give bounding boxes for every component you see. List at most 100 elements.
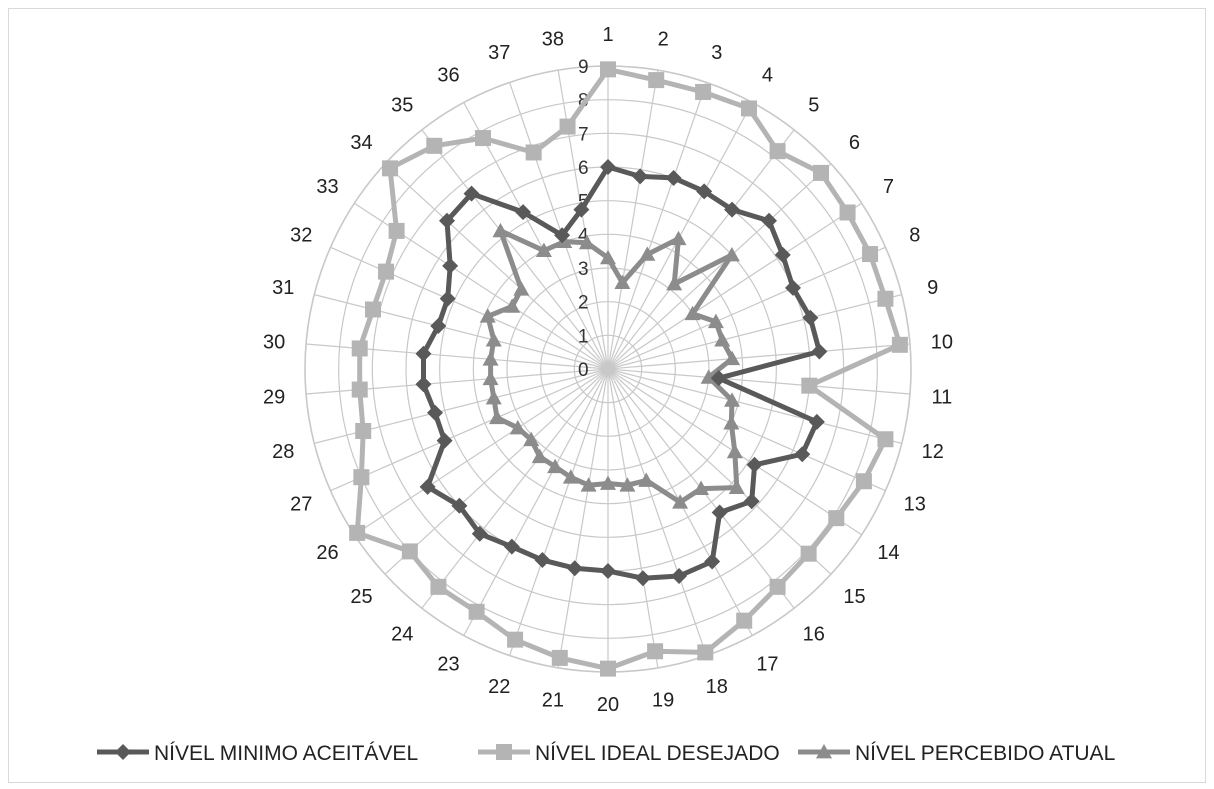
data-point-1-18 — [671, 567, 688, 584]
data-point-3-33 — [504, 298, 521, 313]
category-label-38: 38 — [542, 29, 564, 51]
data-point-3-12 — [724, 392, 741, 407]
legend-item-2: NÍVEL IDEAL DESEJADO — [478, 742, 780, 765]
data-point-2-12 — [877, 431, 894, 448]
data-point-1-8 — [784, 279, 801, 296]
category-label-32: 32 — [290, 224, 312, 246]
data-point-2-25 — [401, 543, 418, 560]
data-point-1-24 — [471, 525, 488, 542]
category-label-24: 24 — [391, 623, 413, 645]
data-point-1-21 — [566, 560, 583, 577]
data-point-3-8 — [707, 313, 724, 329]
data-point-3-24 — [531, 448, 548, 464]
data-point-1-5 — [724, 201, 741, 218]
category-label-27: 27 — [290, 494, 312, 516]
data-point-2-27 — [353, 469, 370, 486]
category-label-19: 19 — [652, 689, 674, 711]
data-point-2-18 — [697, 644, 714, 661]
tick-label-9: 9 — [578, 57, 589, 78]
series-2 — [349, 61, 908, 677]
data-point-3-9 — [714, 332, 731, 347]
tick-label-2: 2 — [578, 293, 589, 314]
spoke-25 — [384, 368, 609, 575]
data-point-2-24 — [430, 578, 447, 595]
data-point-3-34 — [513, 281, 530, 296]
category-label-18: 18 — [706, 676, 728, 698]
series-3 — [479, 222, 745, 509]
data-point-2-33 — [388, 222, 405, 239]
data-point-1-26 — [419, 478, 436, 495]
data-point-3-27 — [489, 409, 506, 425]
data-point-1-35 — [463, 185, 480, 202]
data-point-1-22 — [534, 552, 551, 569]
data-point-2-22 — [507, 631, 524, 648]
data-point-1-29 — [415, 376, 432, 393]
category-label-7: 7 — [883, 176, 894, 198]
data-point-2-29 — [351, 381, 368, 398]
category-label-29: 29 — [263, 387, 285, 409]
data-point-3-1 — [600, 249, 616, 265]
data-point-1-33 — [442, 257, 459, 274]
data-point-1-31 — [430, 318, 447, 335]
data-point-1-36 — [515, 204, 532, 221]
data-point-3-15 — [728, 479, 745, 494]
data-point-1-17 — [704, 553, 721, 570]
data-point-2-38 — [559, 118, 576, 135]
data-point-3-7 — [684, 305, 701, 321]
data-point-2-32 — [378, 263, 395, 280]
category-label-11: 11 — [931, 387, 952, 409]
legend-label: NÍVEL PERCEBIDO ATUAL — [855, 742, 1115, 765]
data-point-2-10 — [891, 336, 908, 353]
legend: NÍVEL MINIMO ACEITÁVEL NÍVEL IDEAL DESEJA… — [97, 742, 1115, 765]
category-label-22: 22 — [488, 676, 510, 698]
data-point-1-10 — [811, 343, 828, 360]
category-label-12: 12 — [922, 441, 944, 463]
spoke-35 — [421, 129, 609, 370]
spoke-6 — [607, 163, 832, 370]
data-point-3-10 — [724, 350, 741, 366]
data-point-2-9 — [877, 290, 894, 307]
category-label-28: 28 — [272, 441, 294, 463]
data-point-3-19 — [619, 477, 636, 492]
category-label-9: 9 — [927, 277, 938, 299]
data-point-2-1 — [600, 61, 616, 78]
radar-spokes — [305, 66, 911, 672]
data-point-1-13 — [794, 446, 811, 463]
tick-label-3: 3 — [578, 259, 589, 280]
category-label-3: 3 — [711, 42, 722, 64]
data-point-2-19 — [647, 643, 664, 660]
data-point-2-8 — [862, 246, 879, 263]
data-point-3-25 — [523, 431, 540, 447]
data-point-1-7 — [774, 246, 791, 263]
spoke-12 — [607, 368, 902, 444]
data-point-3-29 — [482, 370, 499, 386]
category-label-4: 4 — [762, 64, 773, 86]
spoke-11 — [607, 368, 911, 395]
spoke-26 — [354, 368, 609, 536]
category-label-26: 26 — [316, 542, 338, 564]
data-point-1-23 — [503, 538, 520, 555]
data-point-1-15 — [743, 493, 760, 510]
data-point-2-13 — [855, 473, 872, 490]
data-point-3-21 — [580, 477, 597, 492]
spoke-34 — [384, 163, 609, 370]
data-point-1-20 — [600, 563, 616, 579]
category-label-13: 13 — [904, 494, 926, 516]
category-label-35: 35 — [391, 95, 413, 117]
data-point-3-31 — [485, 332, 502, 347]
category-label-2: 2 — [658, 29, 669, 51]
data-point-2-11 — [801, 377, 818, 394]
spoke-19 — [607, 368, 659, 668]
spoke-37 — [509, 82, 609, 370]
spoke-10 — [607, 343, 911, 370]
data-point-2-15 — [800, 545, 817, 562]
spoke-30 — [305, 343, 609, 370]
data-point-3-6 — [723, 246, 740, 262]
tick-label-4: 4 — [578, 225, 589, 246]
category-label-14: 14 — [877, 542, 899, 564]
data-point-1-37 — [554, 227, 571, 244]
category-label-16: 16 — [803, 623, 825, 645]
data-point-3-13 — [723, 415, 740, 430]
data-point-1-38 — [573, 201, 590, 218]
